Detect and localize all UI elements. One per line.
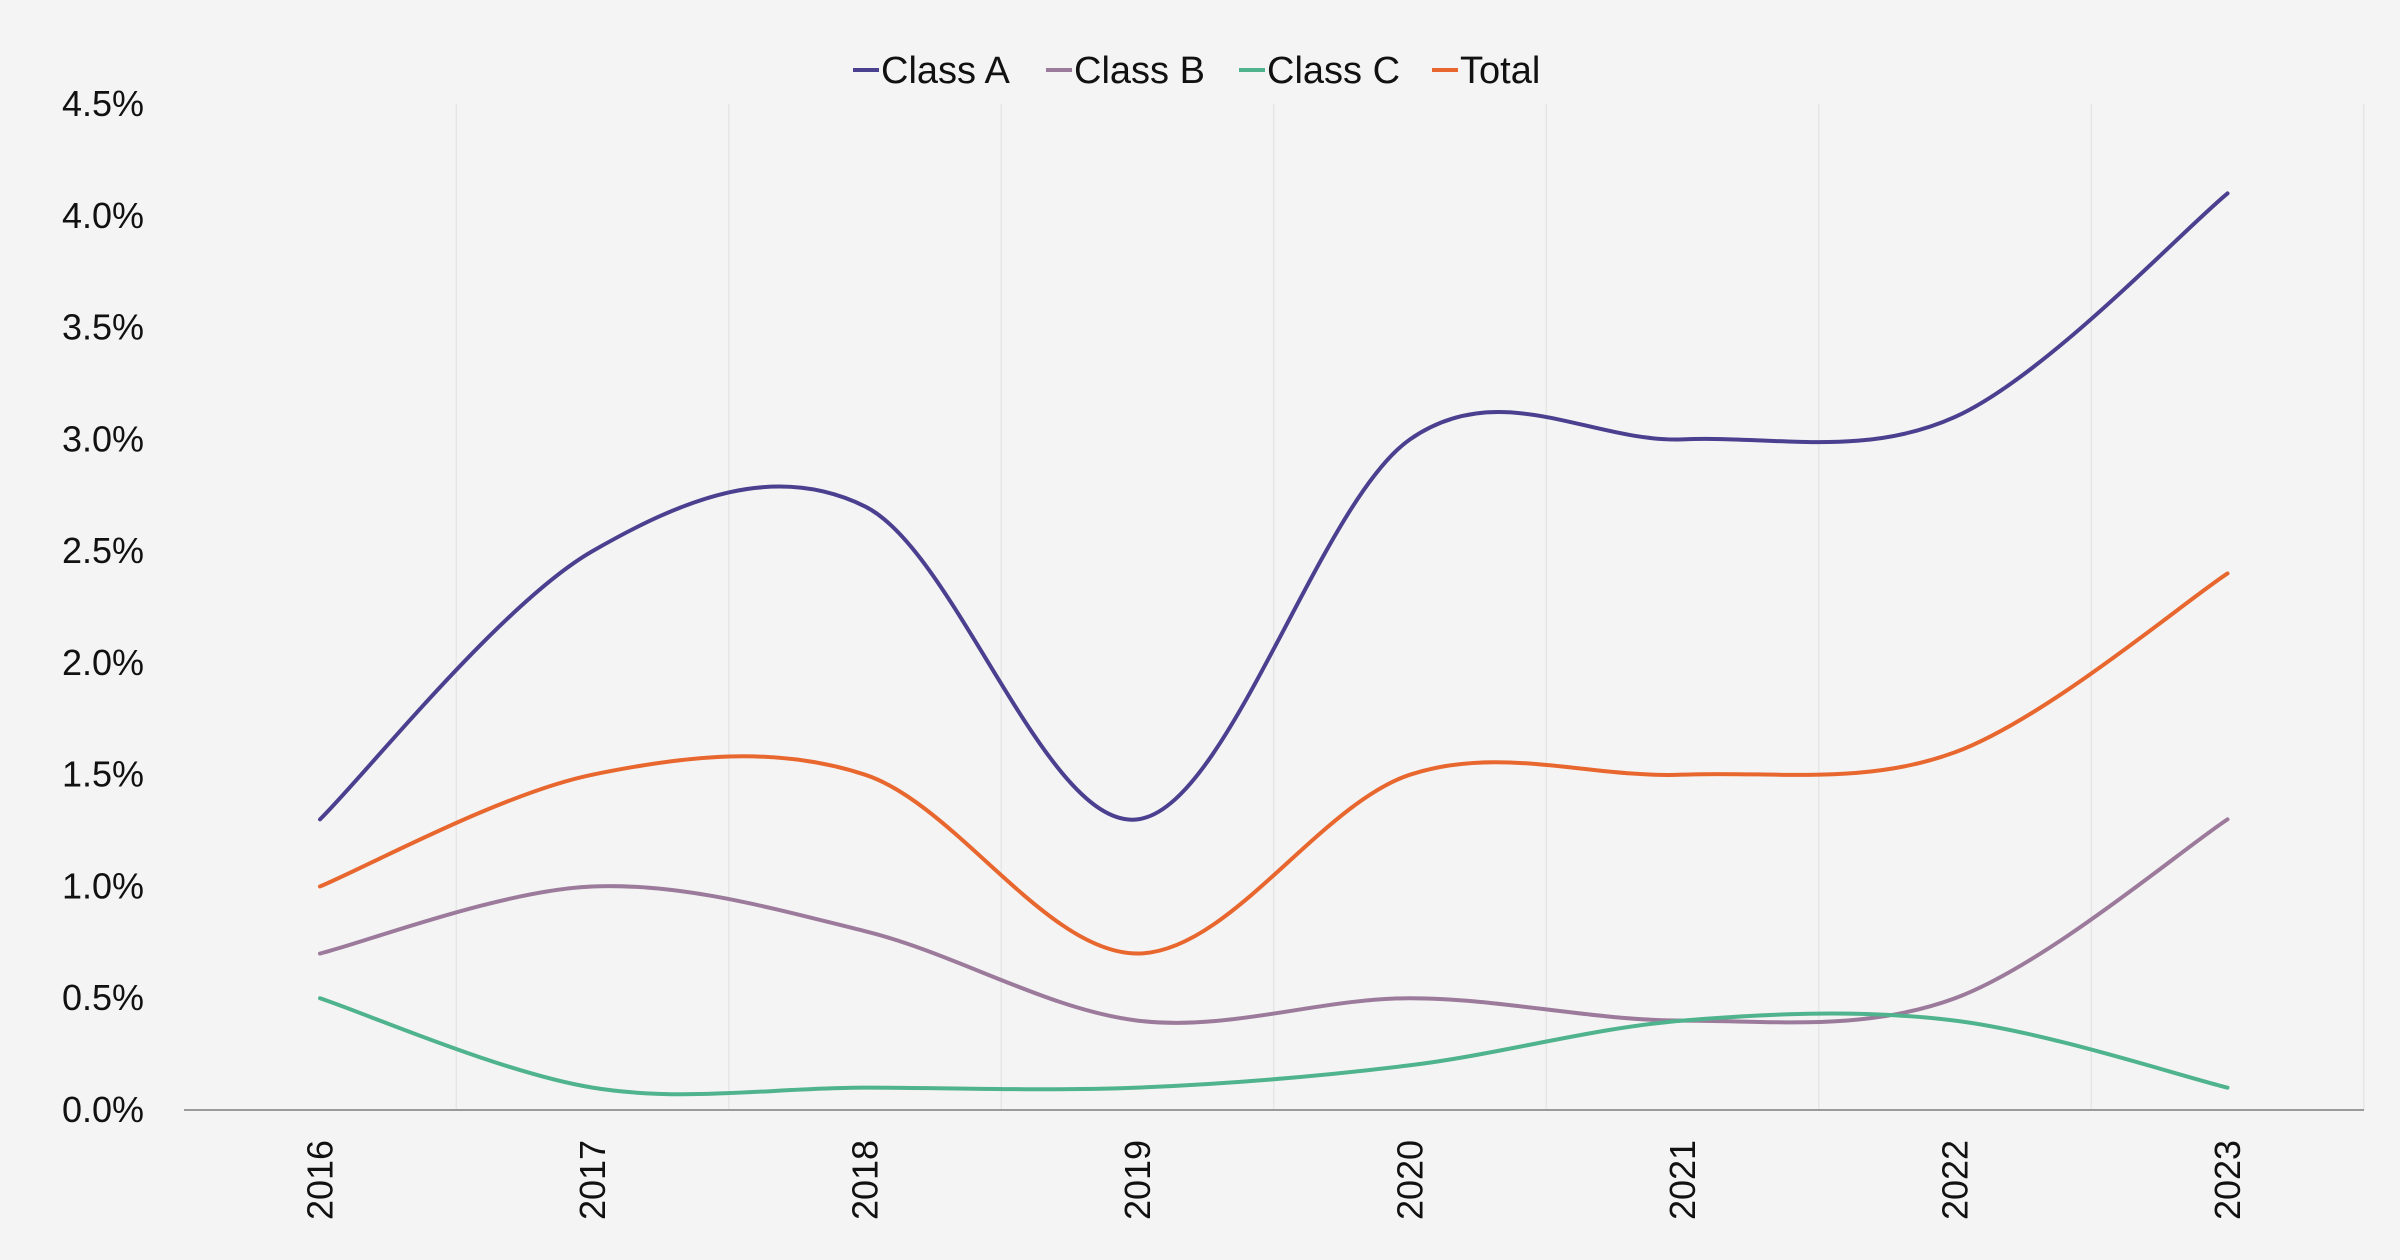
series-line-total [318,571,2230,956]
y-tick-label: 4.0% [62,195,144,236]
series-line-class-b [318,817,2230,1025]
y-tick-label: 2.0% [62,642,144,683]
series-lines [318,191,2230,1097]
series-line-class-a [318,191,2230,822]
y-tick-label: 0.0% [62,1089,144,1130]
legend-label-class-b: Class B [1074,50,1205,92]
legend-label-class-c: Class C [1267,50,1400,92]
x-tick-label: 2016 [300,1140,341,1220]
x-tick-label: 2019 [1117,1140,1158,1220]
y-tick-label: 0.5% [62,977,144,1018]
y-tick-label: 3.5% [62,307,144,348]
x-tick-label: 2017 [572,1140,613,1220]
y-tick-label: 1.0% [62,865,144,906]
x-tick-label: 2018 [845,1140,886,1220]
legend-label-total: Total [1460,50,1540,92]
x-tick-label: 2023 [2207,1140,2248,1220]
y-tick-label: 2.5% [62,530,144,571]
x-tick-label: 2021 [1662,1140,1703,1220]
gridlines [455,104,2365,1110]
y-tick-label: 3.0% [62,418,144,459]
y-tick-label: 1.5% [62,754,144,795]
legend: Class A Class B Class C Total [853,50,1540,92]
x-tick-label: 2022 [1935,1140,1976,1220]
y-tick-label: 4.5% [62,83,144,124]
series-line-class-c [318,996,2230,1097]
x-tick-label: 2020 [1390,1140,1431,1220]
axes: 0.0% 0.5% 1.0% 1.5% 2.0% 2.5% 3.0% 3.5% 4.0% 4.5%… [62,83,2364,1220]
legend-label-class-a: Class A [881,50,1010,92]
